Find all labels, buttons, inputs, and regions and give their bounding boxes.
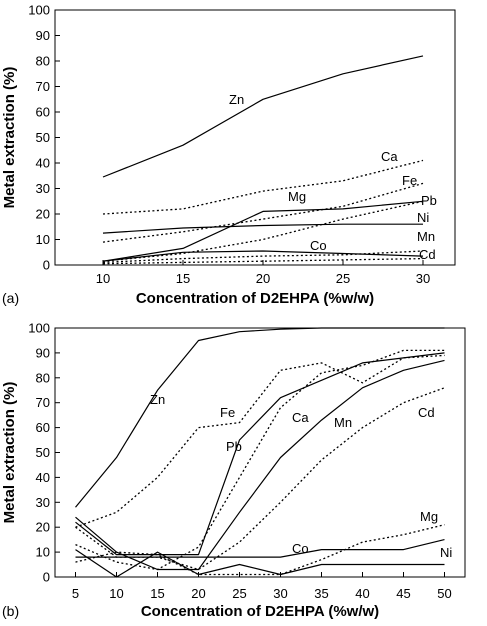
y-tick-label: 40 — [36, 156, 50, 171]
series-line-mg — [102, 200, 424, 262]
series-line-mn — [102, 250, 424, 264]
series-label-co: Co — [310, 238, 327, 253]
y-tick-label: 60 — [36, 105, 50, 120]
panel-label: (a) — [2, 290, 19, 306]
plot-frame — [54, 327, 466, 578]
plot-frame — [54, 9, 456, 266]
y-tick-label: 10 — [36, 545, 50, 560]
series-line-pb — [102, 200, 424, 262]
series-label-zn: Zn — [150, 392, 165, 407]
x-tick-label: 15 — [176, 271, 190, 286]
x-tick-label: 20 — [256, 271, 270, 286]
y-tick-label: 40 — [36, 470, 50, 485]
series-label-pb: Pb — [226, 439, 242, 454]
series-line-zn — [75, 327, 445, 508]
y-tick-label: 90 — [36, 345, 50, 360]
y-tick-label: 70 — [36, 79, 50, 94]
x-axis-title: Concentration of D2EHPA (%w/w) — [136, 290, 374, 307]
y-tick-label: 60 — [36, 420, 50, 435]
panel-a: 0 10 20 30 40 50 60 70 80 90 100 10 15 20 25 30 Concentr… — [1, 3, 456, 307]
series-line-ni — [75, 549, 445, 578]
series-label-mg: Mg — [420, 509, 438, 524]
x-tick-label: 45 — [396, 586, 410, 601]
y-axis-title: Metal extraction (%) — [1, 382, 18, 524]
x-tick-label: 30 — [416, 271, 430, 286]
x-tick-label: 25 — [336, 271, 350, 286]
y-tick-label: 30 — [36, 181, 50, 196]
series-line-fe — [75, 354, 445, 528]
series-label-ca: Ca — [381, 149, 398, 164]
series-line-ca — [102, 159, 424, 215]
series-line-ca — [75, 349, 445, 571]
y-tick-label: 80 — [36, 370, 50, 385]
y-tick-label: 80 — [36, 54, 50, 69]
series-line-mn — [75, 359, 445, 571]
y-tick-label: 100 — [28, 321, 50, 336]
series-label-ni: Ni — [440, 545, 452, 560]
series-label-co: Co — [292, 541, 309, 556]
y-tick-label: 100 — [28, 3, 50, 18]
series-line-ni — [102, 223, 423, 234]
x-tick-label: 25 — [232, 586, 246, 601]
series-label-mn: Mn — [334, 415, 352, 430]
y-tick-label: 20 — [36, 207, 50, 222]
series-label-fe: Fe — [220, 405, 235, 420]
x-tick-label: 50 — [437, 586, 451, 601]
series-line-co — [102, 250, 424, 262]
y-axis-title: Metal extraction (%) — [1, 67, 18, 209]
series-line-pb — [75, 352, 445, 556]
series-label-ni: Ni — [417, 210, 429, 225]
x-tick-label: 35 — [314, 586, 328, 601]
series-line-fe — [102, 182, 424, 243]
y-tick-label: 10 — [36, 232, 50, 247]
series-line-zn — [102, 55, 424, 178]
series-line-mg — [75, 524, 445, 576]
series-label-mn: Mn — [417, 229, 435, 244]
series-line-cd — [102, 257, 424, 265]
series-label-zn: Zn — [229, 92, 244, 107]
x-tick-label: 10 — [96, 271, 110, 286]
panel-label: (b) — [2, 603, 19, 619]
x-tick-label: 10 — [109, 586, 123, 601]
y-tick-label: 20 — [36, 520, 50, 535]
x-axis-title: Concentration of D2EHPA (%w/w) — [141, 603, 379, 620]
series-label-ca: Ca — [292, 410, 309, 425]
y-tick-label: 30 — [36, 495, 50, 510]
y-tick-label: 90 — [36, 28, 50, 43]
y-tick-label: 0 — [43, 258, 50, 273]
series-label-pb: Pb — [421, 193, 437, 208]
y-tick-label: 70 — [36, 395, 50, 410]
x-tick-label: 20 — [191, 586, 205, 601]
series-label-cd: Cd — [419, 247, 436, 262]
x-tick-label: 40 — [355, 586, 369, 601]
x-tick-label: 15 — [150, 586, 164, 601]
series-line-co — [75, 539, 445, 558]
series-label-mg: Mg — [288, 189, 306, 204]
y-tick-label: 0 — [43, 570, 50, 585]
x-tick-label: 5 — [72, 586, 79, 601]
series-label-cd: Cd — [418, 405, 435, 420]
series-label-fe: Fe — [402, 173, 417, 188]
series-line-cd — [75, 387, 445, 571]
panel-b: 0 10 20 30 40 50 60 70 80 90 100 5 10 15 20 25 30 35 40 45 5… — [1, 321, 466, 620]
y-tick-label: 50 — [36, 445, 50, 460]
y-tick-label: 50 — [36, 130, 50, 145]
x-tick-label: 30 — [273, 586, 287, 601]
